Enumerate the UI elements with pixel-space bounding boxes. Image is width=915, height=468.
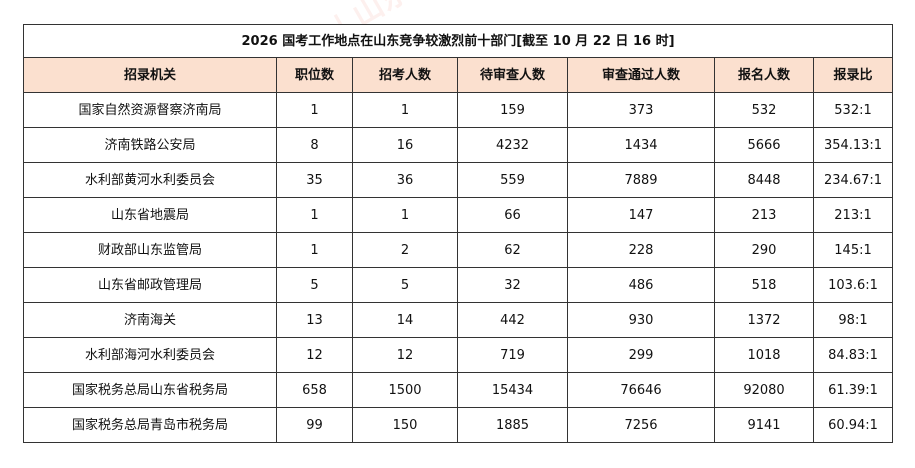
recruits-cell: 16	[352, 127, 458, 163]
agency-cell: 国家税务总局山东省税务局	[23, 372, 277, 408]
approved-cell: 486	[567, 267, 715, 303]
positions-cell: 99	[276, 407, 353, 443]
positions-cell: 1	[276, 197, 353, 233]
table-row: 山东省邮政管理局 5 5 32 486 518 103.6:1	[23, 267, 894, 303]
column-header-approved: 审查通过人数	[567, 57, 715, 93]
approved-cell: 1434	[567, 127, 715, 163]
positions-cell: 658	[276, 372, 353, 408]
applicants-cell: 1018	[714, 337, 814, 373]
table-row: 济南铁路公安局 8 16 4232 1434 5666 354.13:1	[23, 127, 894, 163]
recruits-cell: 14	[352, 302, 458, 338]
applicants-cell: 8448	[714, 162, 814, 198]
positions-cell: 1	[276, 92, 353, 128]
recruits-cell: 1	[352, 197, 458, 233]
agency-cell: 国家自然资源督察济南局	[23, 92, 277, 128]
ratio-cell: 60.94:1	[812, 407, 894, 443]
agency-cell: 山东省邮政管理局	[23, 267, 277, 303]
data-table: 2026 国考工作地点在山东竞争较激烈前十部门[截至 10 月 22 日 16 …	[22, 24, 894, 443]
approved-cell: 147	[567, 197, 715, 233]
applicants-cell: 9141	[714, 407, 814, 443]
agency-cell: 水利部黄河水利委员会	[23, 162, 277, 198]
table-title-row: 2026 国考工作地点在山东竞争较激烈前十部门[截至 10 月 22 日 16 …	[22, 24, 894, 58]
approved-cell: 373	[567, 92, 715, 128]
table-title: 2026 国考工作地点在山东竞争较激烈前十部门[截至 10 月 22 日 16 …	[22, 24, 894, 58]
table-row: 水利部黄河水利委员会 35 36 559 7889 8448 234.67:1	[23, 162, 894, 198]
pending-review-cell: 442	[457, 302, 568, 338]
table-header-row: 招录机关 职位数 招考人数 待审查人数 审查通过人数 报名人数 报录比	[23, 57, 894, 93]
recruits-cell: 12	[352, 337, 458, 373]
ratio-cell: 84.83:1	[812, 337, 894, 373]
applicants-cell: 213	[714, 197, 814, 233]
pending-review-cell: 719	[457, 337, 568, 373]
recruits-cell: 150	[352, 407, 458, 443]
table-row: 水利部海河水利委员会 12 12 719 299 1018 84.83:1	[23, 337, 894, 373]
table-row: 国家税务总局山东省税务局 658 1500 15434 76646 92080 61.39:…	[23, 372, 894, 408]
positions-cell: 12	[276, 337, 353, 373]
recruits-cell: 1	[352, 92, 458, 128]
positions-cell: 35	[276, 162, 353, 198]
column-header-recruits: 招考人数	[352, 57, 458, 93]
approved-cell: 7889	[567, 162, 715, 198]
applicants-cell: 532	[714, 92, 814, 128]
ratio-cell: 234.67:1	[812, 162, 894, 198]
ratio-cell: 103.6:1	[812, 267, 894, 303]
agency-cell: 财政部山东监管局	[23, 232, 277, 268]
table-row: 济南海关 13 14 442 930 1372 98:1	[23, 302, 894, 338]
table-row: 财政部山东监管局 1 2 62 228 290 145:1	[23, 232, 894, 268]
recruits-cell: 1500	[352, 372, 458, 408]
table-row: 山东省地震局 1 1 66 147 213 213:1	[23, 197, 894, 233]
pending-review-cell: 15434	[457, 372, 568, 408]
applicants-cell: 5666	[714, 127, 814, 163]
recruits-cell: 36	[352, 162, 458, 198]
table-row: 国家自然资源督察济南局 1 1 159 373 532 532:1	[23, 92, 894, 128]
ratio-cell: 354.13:1	[812, 127, 894, 163]
approved-cell: 76646	[567, 372, 715, 408]
agency-cell: 济南铁路公安局	[23, 127, 277, 163]
pending-review-cell: 32	[457, 267, 568, 303]
positions-cell: 13	[276, 302, 353, 338]
agency-cell: 山东省地震局	[23, 197, 277, 233]
approved-cell: 7256	[567, 407, 715, 443]
applicants-cell: 518	[714, 267, 814, 303]
ratio-cell: 532:1	[812, 92, 894, 128]
agency-cell: 水利部海河水利委员会	[23, 337, 277, 373]
column-header-ratio: 报录比	[812, 57, 894, 93]
ratio-cell: 98:1	[812, 302, 894, 338]
pending-review-cell: 159	[457, 92, 568, 128]
column-header-agency: 招录机关	[23, 57, 277, 93]
recruits-cell: 5	[352, 267, 458, 303]
positions-cell: 5	[276, 267, 353, 303]
pending-review-cell: 4232	[457, 127, 568, 163]
approved-cell: 930	[567, 302, 715, 338]
pending-review-cell: 62	[457, 232, 568, 268]
approved-cell: 228	[567, 232, 715, 268]
pending-review-cell: 1885	[457, 407, 568, 443]
pending-review-cell: 559	[457, 162, 568, 198]
column-header-pending-review: 待审查人数	[457, 57, 568, 93]
pending-review-cell: 66	[457, 197, 568, 233]
applicants-cell: 92080	[714, 372, 814, 408]
agency-cell: 济南海关	[23, 302, 277, 338]
approved-cell: 299	[567, 337, 715, 373]
data-table-container: 2026 国考工作地点在山东竞争较激烈前十部门[截至 10 月 22 日 16 …	[22, 24, 894, 444]
column-header-applicants: 报名人数	[714, 57, 814, 93]
ratio-cell: 61.39:1	[812, 372, 894, 408]
positions-cell: 8	[276, 127, 353, 163]
applicants-cell: 290	[714, 232, 814, 268]
table-row: 国家税务总局青岛市税务局 99 150 1885 7256 9141 60.94:1	[23, 407, 894, 443]
column-header-positions: 职位数	[276, 57, 353, 93]
agency-cell: 国家税务总局青岛市税务局	[23, 407, 277, 443]
applicants-cell: 1372	[714, 302, 814, 338]
positions-cell: 1	[276, 232, 353, 268]
ratio-cell: 145:1	[812, 232, 894, 268]
recruits-cell: 2	[352, 232, 458, 268]
ratio-cell: 213:1	[812, 197, 894, 233]
